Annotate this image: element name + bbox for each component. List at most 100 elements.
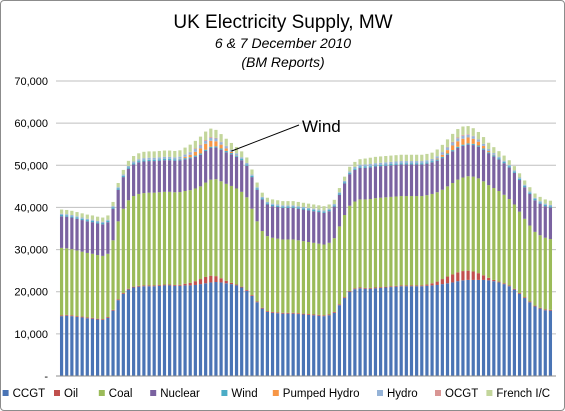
bar-segment — [425, 153, 429, 161]
bar-segment — [358, 159, 362, 165]
bar-segment — [142, 285, 146, 287]
bar-segment — [162, 284, 167, 286]
bar-segment — [517, 292, 522, 294]
bar-segment — [286, 239, 290, 313]
bar-segment — [425, 285, 429, 376]
bar-segment — [445, 283, 450, 376]
bar-segment — [348, 290, 352, 292]
legend-label: Oil — [64, 388, 78, 400]
bar-segment — [270, 199, 275, 204]
bar-segment — [420, 154, 424, 162]
bar-segment — [188, 144, 192, 152]
bar-segment — [291, 206, 295, 208]
bar-segment — [471, 279, 475, 376]
legend-swatch — [435, 390, 441, 396]
bar-segment — [312, 211, 316, 243]
bar-segment — [276, 204, 280, 206]
legend-item: Pumped Hydro — [272, 388, 360, 400]
bar-segment — [219, 134, 223, 142]
bar-segment — [445, 154, 450, 187]
bar-segment — [137, 159, 141, 162]
bar-segment — [456, 281, 460, 376]
bar-segment — [198, 148, 203, 154]
bar-segment — [368, 167, 372, 199]
bar-segment — [353, 166, 357, 169]
bar-segment — [492, 188, 496, 280]
bar-segment — [65, 209, 69, 215]
bar-segment — [317, 212, 321, 244]
bar-segment — [409, 163, 414, 165]
bar-segment — [487, 150, 491, 153]
bar-segment — [276, 238, 280, 313]
bar-segment — [451, 182, 455, 275]
bar-segment — [198, 154, 203, 187]
bar-segment — [255, 188, 259, 190]
bar-segment — [528, 225, 532, 302]
bar-segment — [291, 207, 295, 240]
bar-segment — [404, 163, 408, 165]
bar-segment — [250, 177, 254, 209]
bar-segment — [312, 242, 316, 315]
legend-item: CCGT — [2, 388, 45, 400]
bar-segment — [435, 158, 439, 160]
bar-segment — [517, 293, 522, 376]
bar-segment — [291, 312, 295, 314]
bar-segment — [281, 207, 285, 240]
bar-segment — [440, 279, 444, 285]
bar-segment — [96, 223, 100, 256]
bar-segment — [96, 216, 100, 221]
bar-segment — [353, 201, 357, 289]
legend-swatch — [150, 390, 157, 396]
bar-segment — [301, 241, 306, 314]
bar-segment — [523, 184, 527, 186]
bar-segment — [363, 158, 367, 165]
bar-segment — [229, 151, 233, 154]
bar-segment — [435, 159, 439, 161]
bar-segment — [528, 193, 532, 226]
bar-segment — [260, 307, 264, 309]
bar-segment — [399, 285, 403, 287]
bar-segment — [306, 314, 311, 315]
bar-segment — [173, 284, 177, 286]
bar-segment — [384, 197, 388, 287]
bar-segment — [445, 150, 450, 154]
bar-segment — [306, 203, 311, 208]
y-tick-label: 30,000 — [14, 245, 48, 257]
bar-segment — [70, 315, 74, 317]
bar-segment — [193, 140, 197, 149]
chart-subtitle-source: (BM Reports) — [241, 54, 324, 70]
bar-segment — [440, 158, 444, 190]
bar-segment — [425, 160, 429, 163]
bar-segment — [157, 150, 161, 158]
bar-segment — [270, 206, 275, 238]
y-tick-label: 40,000 — [14, 202, 48, 214]
bar-segment — [214, 138, 218, 142]
bar-segment — [497, 190, 501, 282]
bar-segment — [147, 151, 151, 158]
bar-segment — [132, 163, 136, 165]
bar-segment — [363, 164, 367, 167]
bar-segment — [343, 182, 347, 184]
bar-segment — [343, 297, 347, 299]
bar-segment — [461, 138, 465, 145]
bar-segment — [204, 143, 208, 150]
bar-segment — [142, 160, 146, 162]
bar-segment — [214, 146, 218, 148]
bar-segment — [476, 145, 480, 147]
bar-segment — [255, 302, 259, 376]
bar-segment — [538, 235, 542, 308]
bar-segment — [204, 182, 208, 277]
bar-segment — [126, 160, 131, 166]
bar-segment — [214, 147, 218, 180]
legend-label: Hydro — [387, 388, 418, 400]
bar-segment — [327, 242, 331, 315]
bar-segment — [456, 179, 460, 273]
bar-segment — [286, 207, 290, 240]
bar-segment — [497, 282, 501, 376]
bar-segment — [183, 190, 187, 284]
bar-segment — [301, 208, 306, 210]
bar-segment — [209, 282, 213, 376]
bar-segment — [183, 156, 187, 159]
bar-segment — [270, 237, 275, 312]
bar-segment — [471, 136, 475, 139]
